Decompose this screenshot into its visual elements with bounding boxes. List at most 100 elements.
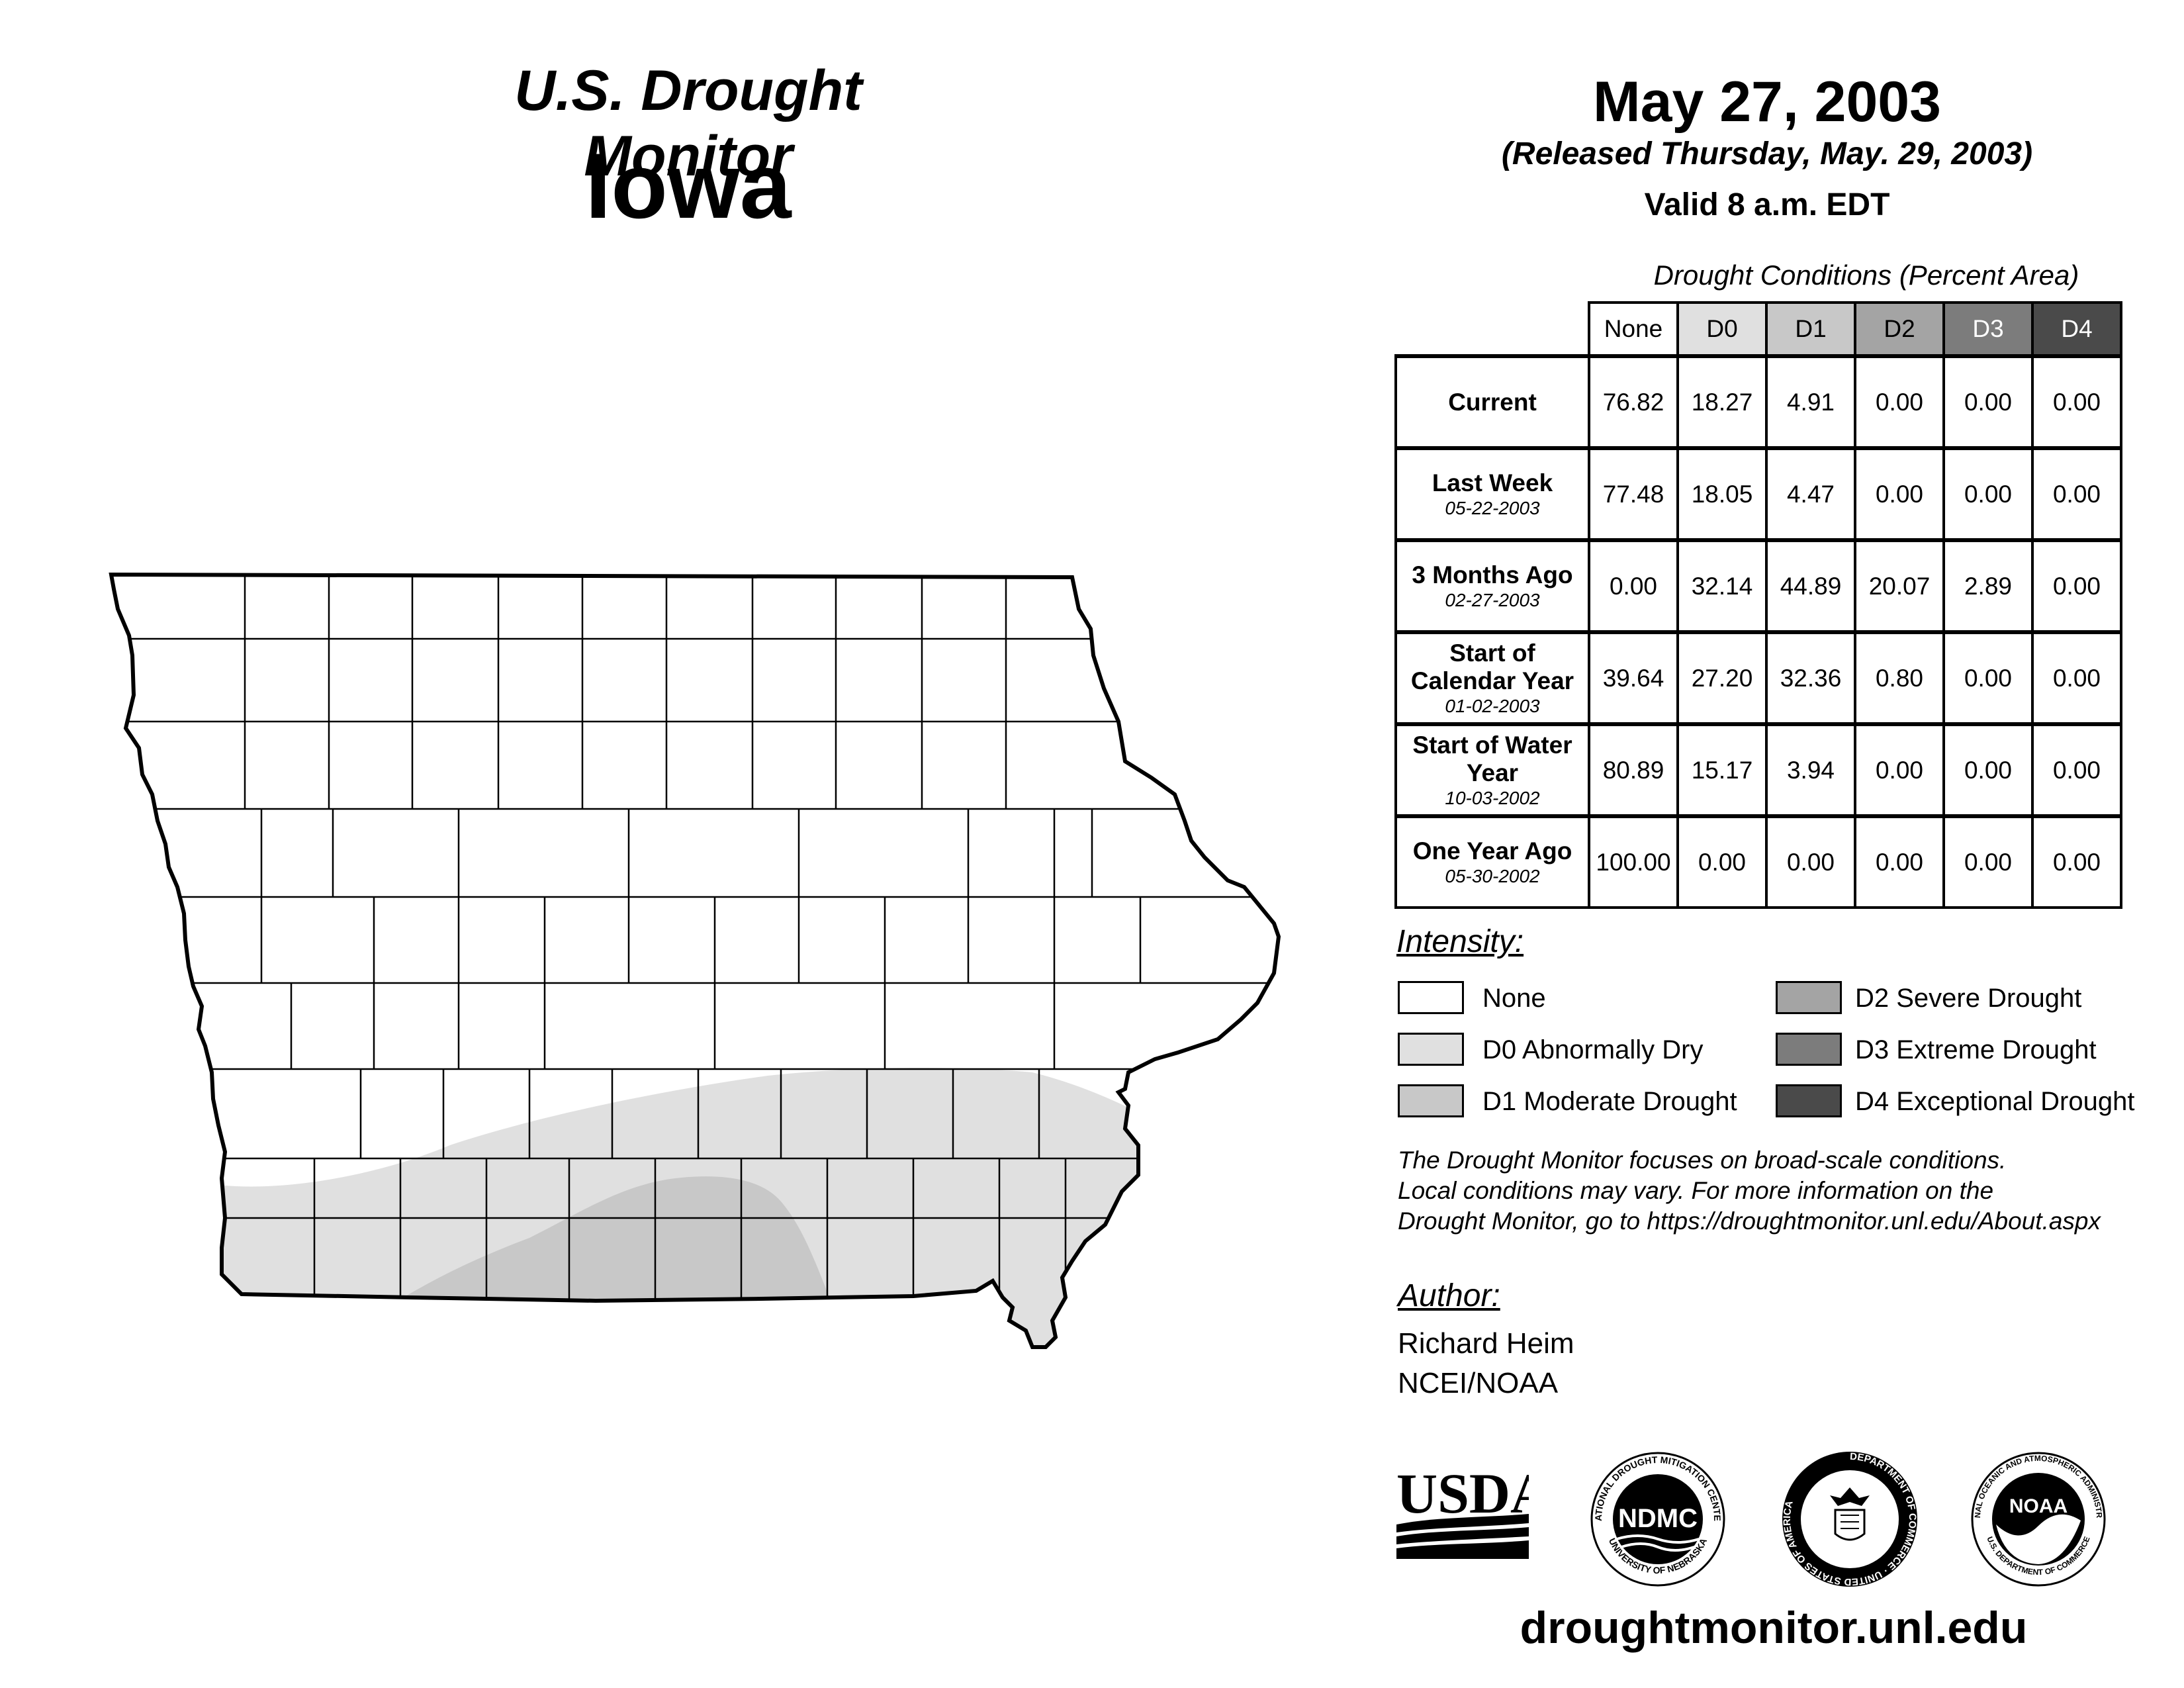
table-caption: Drought Conditions (Percent Area)	[1653, 259, 2079, 291]
column-header-d2: D2	[1854, 301, 1945, 357]
table-row: Start of Water Year 10-03-2002 80.89 15.1…	[1394, 723, 2122, 818]
disclaimer-note: The Drought Monitor focuses on broad-sca…	[1398, 1145, 2179, 1237]
row-label: One Year Ago 05-30-2002	[1394, 815, 1590, 909]
table-cell: 4.47	[1765, 447, 1856, 541]
table-row: 3 Months Ago 02-27-2003 0.00 32.14 44.89 …	[1394, 539, 2122, 633]
valid-time: Valid 8 a.m. EDT	[1644, 187, 1890, 222]
note-line: Local conditions may vary. For more info…	[1398, 1177, 1994, 1204]
table-cell: 80.89	[1588, 723, 1679, 818]
note-line: Drought Monitor, go to https://droughtmo…	[1398, 1207, 2101, 1235]
row-label: Last Week 05-22-2003	[1394, 447, 1590, 541]
table-cell: 0.00	[2031, 539, 2122, 633]
table-cell: 0.00	[2031, 447, 2122, 541]
row-label: Current	[1394, 355, 1590, 449]
table-row: One Year Ago 05-30-2002 100.00 0.00 0.00 …	[1394, 815, 2122, 909]
column-header-none: None	[1588, 301, 1679, 357]
row-label-text: One Year Ago	[1412, 837, 1572, 865]
column-header-d3: D3	[1942, 301, 2034, 357]
table-cell: 0.00	[1942, 815, 2034, 909]
table-header-row: None D0 D1 D2 D3 D4	[1396, 301, 2122, 357]
table-cell: 0.00	[2031, 723, 2122, 818]
row-label-text: 3 Months Ago	[1412, 561, 1573, 588]
legend-label: D3 Extreme Drought	[1855, 1035, 2097, 1064]
release-date: (Released Thursday, May. 29, 2003)	[1501, 136, 2033, 171]
row-date: 05-22-2003	[1445, 497, 1540, 518]
row-label-text: Current	[1448, 388, 1537, 416]
table-cell: 0.00	[2031, 631, 2122, 726]
table-cell: 0.00	[1676, 815, 1768, 909]
legend-title: Intensity:	[1396, 924, 1524, 959]
table-cell: 100.00	[1588, 815, 1679, 909]
row-date: 05-30-2002	[1445, 865, 1540, 886]
noaa-logo: NATIONAL OCEANIC AND ATMOSPHERIC ADMINIS…	[1966, 1446, 2106, 1587]
row-date: 01-02-2003	[1445, 695, 1540, 716]
legend-swatch	[1776, 1084, 1842, 1117]
table-cell: 27.20	[1676, 631, 1768, 726]
legend-label: D2 Severe Drought	[1855, 984, 2082, 1013]
table-cell: 0.00	[1854, 723, 1945, 818]
column-header-d1: D1	[1765, 301, 1856, 357]
table-cell: 0.00	[1942, 631, 2034, 726]
author-heading: Author:	[1398, 1278, 1500, 1313]
table-cell: 0.00	[1854, 447, 1945, 541]
table-cell: 0.00	[1765, 815, 1856, 909]
d1-region	[404, 1176, 831, 1301]
noaa-logo-text: NOAA	[2009, 1495, 2068, 1517]
table-cell: 0.00	[2031, 355, 2122, 449]
legend-swatch	[1776, 981, 1842, 1014]
table-corner	[1396, 303, 1589, 356]
legend-label: D1 Moderate Drought	[1482, 1087, 1737, 1116]
table-cell: 2.89	[1942, 539, 2034, 633]
legend-swatch	[1398, 1084, 1464, 1117]
table-row: Start of Calendar Year 01-02-2003 39.64 2…	[1394, 631, 2122, 726]
table-cell: 0.00	[1942, 447, 2034, 541]
map-date: May 27, 2003	[1593, 70, 1941, 134]
table-cell: 0.00	[1854, 355, 1945, 449]
column-header-d0: D0	[1676, 301, 1768, 357]
table-cell: 0.00	[1942, 723, 2034, 818]
legend-label: D0 Abnormally Dry	[1482, 1035, 1704, 1064]
row-date: 02-27-2003	[1445, 589, 1540, 610]
table-cell: 0.00	[1942, 355, 2034, 449]
row-label-text: Start of Calendar Year	[1410, 639, 1574, 694]
legend-swatch	[1398, 1033, 1464, 1066]
doc-seal-logo: DEPARTMENT OF COMMERCE · UNITED STATES O…	[1782, 1451, 1918, 1587]
iowa-drought-map	[99, 556, 1291, 1370]
column-header-d4: D4	[2031, 301, 2122, 357]
table-cell: 18.27	[1676, 355, 1768, 449]
ndmc-logo-text: NDMC	[1618, 1504, 1698, 1533]
author-org: NCEI/NOAA	[1398, 1367, 1559, 1399]
table-row: Current 76.82 18.27 4.91 0.00 0.00 0.00	[1394, 355, 2122, 449]
table-cell: 0.00	[1588, 539, 1679, 633]
row-label: 3 Months Ago 02-27-2003	[1394, 539, 1590, 633]
table-cell: 4.91	[1765, 355, 1856, 449]
table-cell: 32.14	[1676, 539, 1768, 633]
state-name: Iowa	[585, 134, 792, 238]
note-line: The Drought Monitor focuses on broad-sca…	[1398, 1147, 2007, 1174]
map-title: U.S. Drought Monitor	[514, 59, 862, 188]
row-label: Start of Calendar Year 01-02-2003	[1394, 631, 1590, 726]
row-label: Start of Water Year 10-03-2002	[1394, 723, 1590, 818]
ndmc-logo: NATIONAL DROUGHT MITIGATION CENTER UNIVE…	[1585, 1446, 1725, 1587]
author-name: Richard Heim	[1398, 1327, 1574, 1360]
table-cell: 0.00	[2031, 815, 2122, 909]
table-cell: 15.17	[1676, 723, 1768, 818]
legend-swatch	[1398, 981, 1464, 1014]
legend-label: None	[1482, 984, 1546, 1013]
footer-url[interactable]: droughtmonitor.unl.edu	[1520, 1603, 2028, 1653]
table-cell: 44.89	[1765, 539, 1856, 633]
drought-conditions-table: None D0 D1 D2 D3 D4 Current 76.82 18.27 …	[1394, 301, 2122, 909]
row-label-text: Last Week	[1432, 469, 1553, 496]
legend-swatch	[1776, 1033, 1842, 1066]
table-cell: 77.48	[1588, 447, 1679, 541]
table-cell: 39.64	[1588, 631, 1679, 726]
table-cell: 20.07	[1854, 539, 1945, 633]
row-label-text: Start of Water Year	[1412, 731, 1572, 786]
table-cell: 0.80	[1854, 631, 1945, 726]
table-cell: 3.94	[1765, 723, 1856, 818]
author-block: Richard Heim NCEI/NOAA	[1398, 1324, 1574, 1403]
table-cell: 76.82	[1588, 355, 1679, 449]
table-cell: 32.36	[1765, 631, 1856, 726]
